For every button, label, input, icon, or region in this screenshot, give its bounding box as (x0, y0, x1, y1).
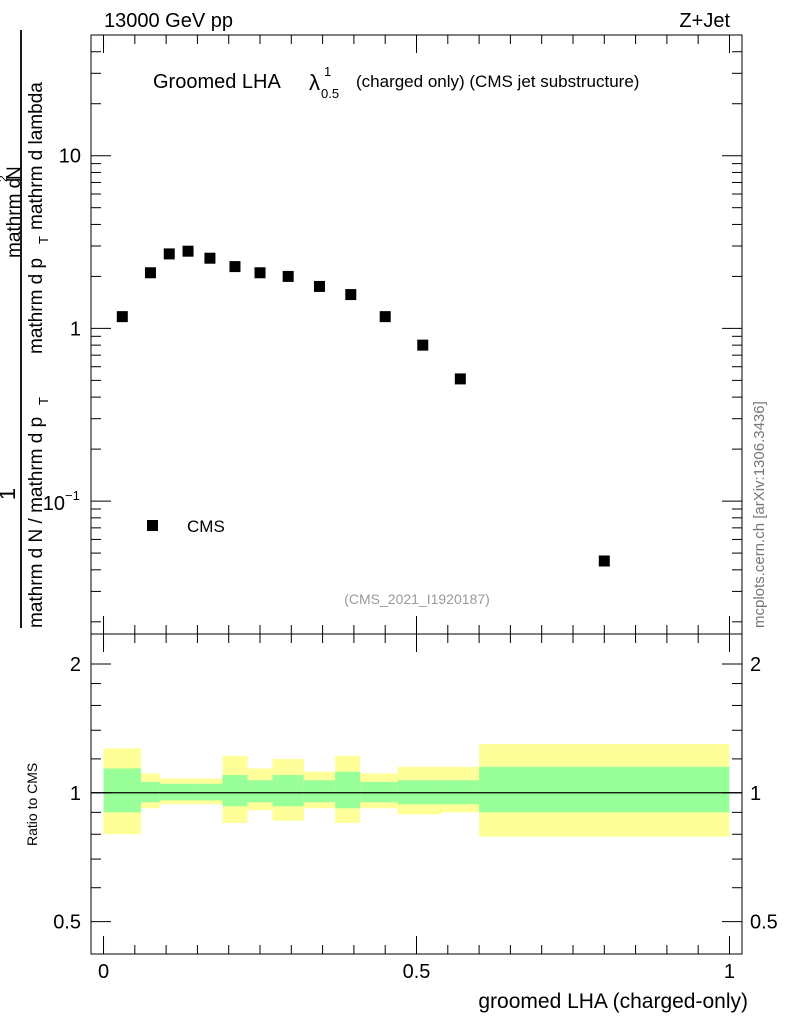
title-sup: 1 (324, 64, 331, 79)
xtick-label-0.5: 0.5 (403, 961, 431, 983)
ylabel-denominator: mathrm d p (26, 258, 47, 354)
legend-marker (147, 520, 158, 531)
inner-band-bin (197, 783, 223, 801)
main-ylabel: 1 mathrm d N / mathrm d p T mathrm d 2 N… (0, 30, 51, 628)
data-point (282, 270, 294, 282)
ytick-exp-base: 10 (43, 493, 65, 515)
data-point (116, 311, 128, 323)
side-label: mcplots.cern.ch [arXiv:1306.3436] (751, 401, 768, 628)
xaxis-label: groomed LHA (charged-only) (478, 990, 748, 1013)
inner-band-bin (335, 771, 361, 809)
legend: CMS (147, 517, 225, 536)
ylabel-denominator-tail: mathrm d lambda (26, 82, 47, 230)
title-lambda: λ (309, 70, 320, 95)
legend-label: CMS (187, 517, 225, 536)
ylabel-top: 1 (0, 488, 20, 500)
inner-band-bin (159, 783, 198, 801)
ratio-ytick-label-1: 1 (70, 783, 81, 805)
analysis-tag: (CMS_2021_I1920187) (344, 591, 490, 607)
ratio-axis-ticks (91, 634, 742, 954)
title-main: Groomed LHA (153, 71, 281, 93)
main-ytick-label-0.1: 10 −1 (43, 488, 80, 515)
header-left: 13000 GeV pp (104, 10, 233, 32)
ylabel-numerator-sup: 2 (0, 175, 10, 182)
main-data-points (116, 245, 610, 567)
ratio-ylabel: Ratio to CMS (24, 763, 40, 846)
ratio-ytick-label-2-right: 2 (750, 654, 761, 676)
xtick-label-1: 1 (724, 961, 735, 983)
ratio-ytick-label-2: 2 (70, 654, 81, 676)
inner-band-bin (479, 766, 730, 813)
inner-band-bin (222, 775, 248, 807)
ylabel-numerator-tail: N (4, 166, 25, 180)
main-title: Groomed LHA λ 1 0.5 (charged only) (CMS … (153, 64, 639, 101)
xtick-label-0: 0 (98, 961, 109, 983)
inner-band-bin (303, 780, 336, 803)
main-ytick-label-1: 1 (70, 318, 81, 340)
data-point (598, 555, 610, 567)
ylabel-numerator: mathrm d (4, 178, 25, 258)
header-right: Z+Jet (679, 10, 730, 32)
data-point (454, 373, 466, 385)
ratio-ytick-label-0.5: 0.5 (53, 912, 81, 934)
title-sub: 0.5 (321, 86, 339, 101)
ytick-exp-power: −1 (65, 488, 80, 503)
data-point (229, 261, 241, 273)
inner-band-bin (103, 768, 142, 813)
main-ytick-label-10: 10 (59, 146, 81, 168)
data-point (204, 252, 216, 264)
data-point (144, 267, 156, 279)
inner-band-bin (141, 781, 160, 803)
main-panel-frame (90, 34, 743, 635)
title-rest: (charged only) (CMS jet substructure) (356, 72, 639, 91)
ratio-ytick-label-1-right: 1 (750, 783, 761, 805)
data-point (345, 289, 357, 301)
data-point (417, 339, 429, 351)
inner-band-bin (360, 781, 398, 803)
inner-band-bin (272, 775, 304, 807)
ylabel-bottom-sub: T (36, 397, 51, 405)
main-axis-ticks (91, 34, 742, 634)
data-point (379, 311, 391, 323)
data-point (182, 245, 194, 257)
data-point (254, 267, 266, 279)
ratio-ytick-label-0.5-right: 0.5 (750, 912, 778, 934)
inner-band-bin (247, 780, 273, 803)
data-point (313, 280, 325, 292)
ylabel-denominator-sub: T (36, 236, 51, 244)
data-point (163, 248, 175, 260)
ylabel-bottom: mathrm d N / mathrm d p (26, 417, 47, 628)
ratio-bands (103, 744, 730, 837)
